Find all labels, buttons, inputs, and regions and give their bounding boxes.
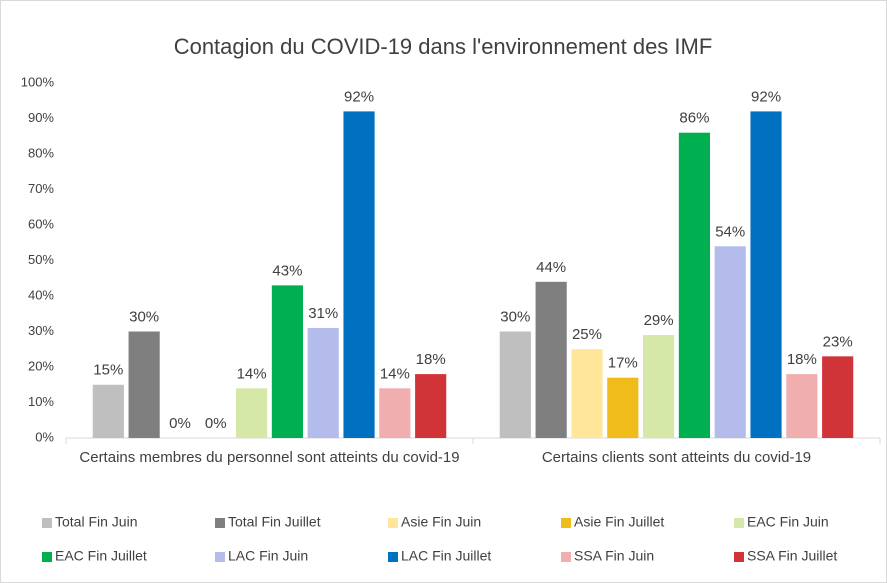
bar (714, 246, 746, 438)
bar (307, 327, 339, 438)
data-label: 25% (572, 326, 602, 343)
legend-swatch (561, 552, 571, 562)
data-label: 44% (536, 259, 566, 276)
bar (236, 388, 268, 438)
legend-swatch (734, 518, 744, 528)
bar (822, 356, 854, 438)
legend-swatch (42, 518, 52, 528)
bar (415, 374, 447, 438)
y-tick-label: 70% (28, 181, 54, 196)
y-tick-label: 100% (21, 74, 55, 89)
bar (499, 331, 531, 438)
bar (535, 281, 567, 438)
chart-title: Contagion du COVID-19 dans l'environneme… (174, 34, 713, 59)
data-label: 43% (272, 262, 302, 279)
legend-label: EAC Fin Juin (747, 514, 829, 530)
bar (271, 285, 303, 438)
data-label: 86% (679, 110, 709, 127)
data-label: 0% (205, 415, 227, 432)
bar (128, 331, 160, 438)
bar (571, 349, 603, 438)
data-label: 14% (380, 365, 410, 382)
data-label: 15% (93, 362, 123, 379)
data-label: 31% (308, 305, 338, 322)
bar (750, 111, 782, 439)
x-tick-label-box: Certains membres du personnel sont attei… (79, 449, 460, 466)
legend-label: LAC Fin Juillet (401, 548, 491, 564)
bar (607, 377, 639, 438)
y-tick-label: 80% (28, 145, 54, 160)
data-label: 92% (751, 88, 781, 105)
data-label: 18% (416, 351, 446, 368)
y-tick-label: 20% (28, 358, 54, 373)
data-label: 14% (237, 365, 267, 382)
legend-label: EAC Fin Juillet (55, 548, 147, 564)
x-tick-label: Certains membres du personnel sont attei… (79, 449, 460, 466)
legend-swatch (388, 552, 398, 562)
legend-label: Total Fin Juillet (228, 514, 321, 530)
legend-swatch (42, 552, 52, 562)
legend-swatch (561, 518, 571, 528)
legend-label: Total Fin Juin (55, 514, 137, 530)
bar (379, 388, 411, 438)
data-label: 54% (715, 223, 745, 240)
legend-swatch (388, 518, 398, 528)
data-label: 23% (823, 333, 853, 350)
bar (643, 335, 675, 438)
legend-swatch (215, 552, 225, 562)
legend-label: LAC Fin Juin (228, 548, 308, 564)
data-label: 29% (644, 312, 674, 329)
y-tick-label: 30% (28, 323, 54, 338)
y-tick-label: 50% (28, 252, 54, 267)
x-tick-label-box: Certains clients sont atteints du covid-… (541, 449, 812, 466)
bar (786, 374, 818, 438)
y-tick-label: 0% (35, 429, 54, 444)
y-tick-label: 60% (28, 216, 54, 231)
y-tick-label: 10% (28, 394, 54, 409)
data-label: 92% (344, 88, 374, 105)
legend-label: SSA Fin Juillet (747, 548, 837, 564)
bar (343, 111, 375, 439)
bar (678, 132, 710, 438)
y-tick-label: 40% (28, 287, 54, 302)
x-tick-label: Certains clients sont atteints du covid-… (541, 449, 812, 466)
data-label: 30% (500, 308, 530, 325)
data-label: 18% (787, 351, 817, 368)
data-label: 0% (169, 415, 191, 432)
legend-label: Asie Fin Juillet (574, 514, 664, 530)
data-label: 17% (608, 355, 638, 372)
y-tick-label: 90% (28, 110, 54, 125)
legend-swatch (215, 518, 225, 528)
data-label: 30% (129, 308, 159, 325)
legend-label: SSA Fin Juin (574, 548, 654, 564)
legend-swatch (734, 552, 744, 562)
bar (92, 384, 124, 438)
legend-label: Asie Fin Juin (401, 514, 481, 530)
